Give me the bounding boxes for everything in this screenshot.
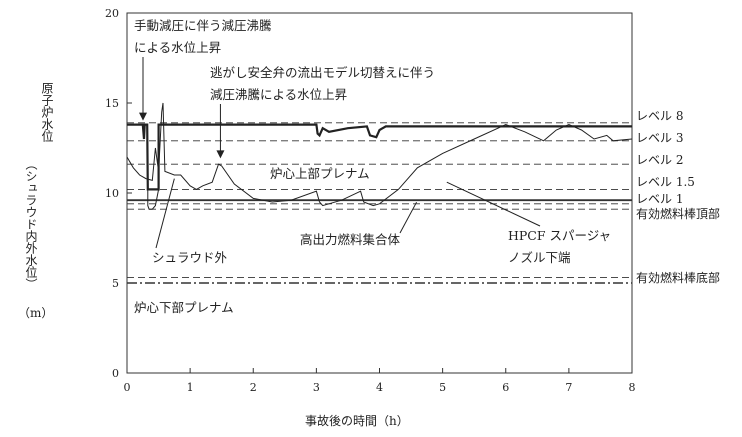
reference-line-label: レベル 3 <box>636 131 683 145</box>
annotation-text: 炉心下部プレナム <box>134 300 234 315</box>
series-line-1 <box>126 102 633 207</box>
reference-line-label: レベル 1 <box>636 192 683 206</box>
x-tick-label: 7 <box>565 381 572 394</box>
annotation-text: HPCF スパージャ <box>508 228 611 243</box>
x-tick-label: 2 <box>250 381 257 394</box>
annotation-text: 逃がし安全弁の流出モデル切替えに伴う <box>210 65 435 80</box>
annotation-text: による水位上昇 <box>134 40 221 55</box>
annotation-leader <box>446 181 541 227</box>
x-tick-label: 1 <box>187 381 194 394</box>
annotation-leader <box>399 201 418 234</box>
y-tick-label: 5 <box>112 277 119 290</box>
x-tick-label: 4 <box>376 381 383 394</box>
y-axis-label: 原子炉水位 <box>40 82 54 142</box>
annotation-leader <box>155 178 175 249</box>
annotation-arrowhead <box>216 150 225 159</box>
y-tick-label: 10 <box>105 187 119 200</box>
annotation-text: シュラウド外 <box>152 250 228 265</box>
x-tick-label: 8 <box>629 381 636 394</box>
x-tick-label: 3 <box>313 381 320 394</box>
reference-line-label: 有効燃料棒頂部 <box>636 206 720 221</box>
x-tick-label: 5 <box>439 381 446 394</box>
annotation-text: 炉心上部プレナム <box>270 166 370 181</box>
y-tick-label: 15 <box>105 97 119 110</box>
annotation-text: ノズル下端 <box>508 250 571 265</box>
annotation-arrowhead <box>139 112 147 121</box>
reference-line-label: レベル 8 <box>636 109 683 123</box>
x-tick-label: 6 <box>502 381 509 394</box>
annotation-text: 減圧沸騰による水位上昇 <box>210 87 347 102</box>
annotation-text: 高出力燃料集合体 <box>300 232 401 247</box>
x-axis-label: 事故後の時間（h） <box>305 414 409 428</box>
annotation-text: 手動減圧に伴う減圧沸騰 <box>134 18 272 33</box>
x-tick-label: 0 <box>124 381 131 394</box>
y-tick-label: 20 <box>105 7 119 20</box>
reference-line-label: 有効燃料棒底部 <box>636 270 720 285</box>
series-line-2 <box>147 189 160 210</box>
y-axis-sublabel: （シュラウド内外水位） <box>24 158 38 290</box>
reference-line-label: レベル 2 <box>636 153 683 167</box>
y-axis-unit: （m） <box>18 306 54 320</box>
reference-line-label: レベル 1.5 <box>636 175 695 189</box>
y-tick-label: 0 <box>112 367 119 380</box>
series-line-0 <box>127 123 632 191</box>
